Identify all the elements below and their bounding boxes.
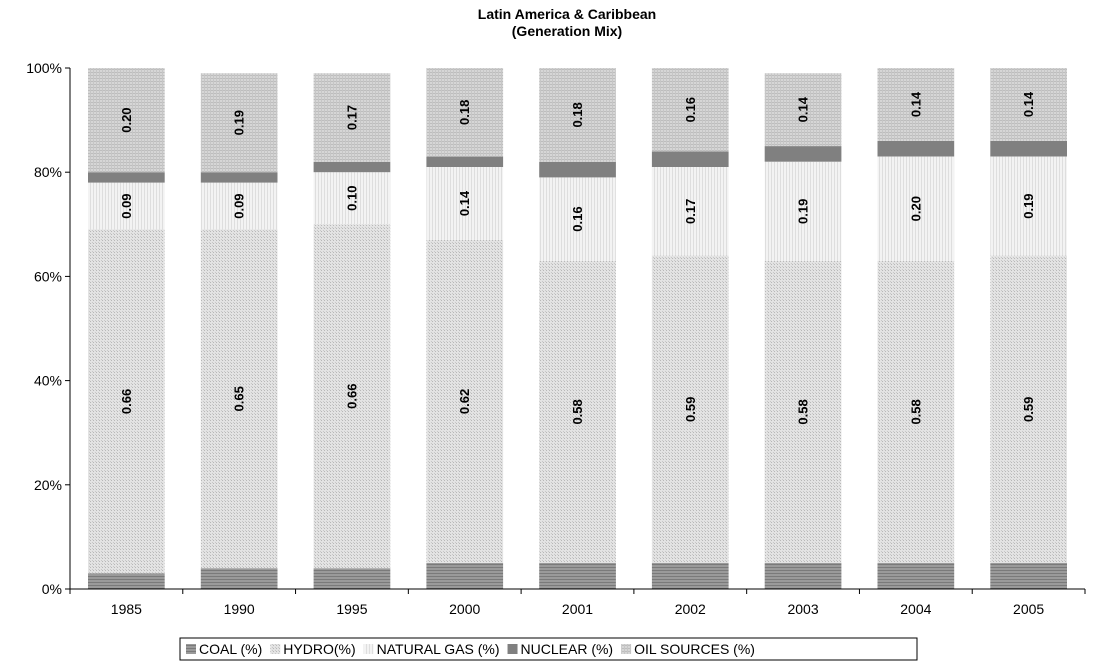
x-tick-label-1990: 1990 xyxy=(224,601,255,617)
bar-coal-2001 xyxy=(539,563,616,589)
data-label-natural-gas-1990: 0.09 xyxy=(232,193,247,218)
x-tick-label-2002: 2002 xyxy=(675,601,706,617)
data-label-oil-sources-2000: 0.18 xyxy=(457,100,472,125)
data-label-hydro-2004: 0.58 xyxy=(908,399,923,424)
x-tick-label-1995: 1995 xyxy=(336,601,367,617)
data-label-oil-sources-1995: 0.17 xyxy=(344,105,359,130)
bar-coal-1985 xyxy=(88,573,165,589)
bar-nuclear-2002 xyxy=(652,151,729,167)
y-tick-label-1: 20% xyxy=(34,477,62,493)
chart-subtitle: (Generation Mix) xyxy=(512,23,622,39)
legend-label-hydro: HYDRO(%) xyxy=(283,641,355,657)
data-label-oil-sources-2003: 0.14 xyxy=(796,96,811,122)
bar-coal-2004 xyxy=(878,563,955,589)
bar-coal-2003 xyxy=(765,563,842,589)
bar-coal-2005 xyxy=(990,563,1067,589)
data-label-oil-sources-1985: 0.20 xyxy=(119,107,134,132)
x-tick-label-2004: 2004 xyxy=(900,601,931,617)
data-label-hydro-2005: 0.59 xyxy=(1021,397,1036,422)
data-label-hydro-1990: 0.65 xyxy=(232,386,247,411)
legend-label-coal: COAL (%) xyxy=(199,641,262,657)
data-label-oil-sources-2004: 0.14 xyxy=(908,91,923,117)
legend-swatch-nuclear xyxy=(508,644,518,654)
bar-nuclear-1995 xyxy=(314,162,391,172)
bar-coal-2000 xyxy=(426,563,503,589)
legend-swatch-coal xyxy=(186,644,196,654)
data-label-natural-gas-2000: 0.14 xyxy=(457,190,472,216)
data-label-hydro-2000: 0.62 xyxy=(457,389,472,414)
bar-coal-1990 xyxy=(201,568,278,589)
bar-nuclear-1985 xyxy=(88,172,165,182)
bar-coal-2002 xyxy=(652,563,729,589)
legend-label-oil-sources: OIL SOURCES (%) xyxy=(634,641,755,657)
legend-swatch-oil-sources xyxy=(621,644,631,654)
bars-group xyxy=(88,68,1067,589)
data-label-oil-sources-2001: 0.18 xyxy=(570,102,585,127)
y-tick-label-4: 80% xyxy=(34,164,62,180)
data-label-natural-gas-2004: 0.20 xyxy=(908,196,923,221)
y-tick-label-2: 40% xyxy=(34,373,62,389)
legend-label-natural-gas: NATURAL GAS (%) xyxy=(377,641,500,657)
data-label-natural-gas-1985: 0.09 xyxy=(119,193,134,218)
legend: COAL (%) HYDRO(%) NATURAL GAS (%) NUCLEAR (… xyxy=(180,638,917,660)
data-label-natural-gas-2001: 0.16 xyxy=(570,206,585,231)
data-label-hydro-2002: 0.59 xyxy=(683,397,698,422)
data-label-hydro-1995: 0.66 xyxy=(344,384,359,409)
bar-nuclear-2001 xyxy=(539,162,616,178)
data-label-oil-sources-2005: 0.14 xyxy=(1021,91,1036,117)
x-tick-label-1985: 1985 xyxy=(111,601,142,617)
data-label-natural-gas-2005: 0.19 xyxy=(1021,193,1036,218)
chart-title: Latin America & Caribbean xyxy=(478,6,656,22)
x-tick-label-2000: 2000 xyxy=(449,601,480,617)
bar-nuclear-1990 xyxy=(201,172,278,182)
data-label-natural-gas-2002: 0.17 xyxy=(683,199,698,224)
data-label-oil-sources-2002: 0.16 xyxy=(683,97,698,122)
bar-nuclear-2003 xyxy=(765,146,842,162)
data-label-hydro-2003: 0.58 xyxy=(796,399,811,424)
legend-swatch-natural-gas xyxy=(364,644,374,654)
data-label-hydro-1985: 0.66 xyxy=(119,389,134,414)
legend-swatch-hydro xyxy=(270,644,280,654)
legend-label-nuclear: NUCLEAR (%) xyxy=(521,641,614,657)
y-tick-label-3: 60% xyxy=(34,268,62,284)
bar-nuclear-2004 xyxy=(878,141,955,157)
data-label-hydro-2001: 0.58 xyxy=(570,399,585,424)
x-axis-ticks: 1985 1990 1995 2000 2001 2002 2003 2004 2005 xyxy=(70,589,1085,617)
bar-nuclear-2005 xyxy=(990,141,1067,157)
x-tick-label-2001: 2001 xyxy=(562,601,593,617)
x-tick-label-2005: 2005 xyxy=(1013,601,1044,617)
y-tick-label-5: 100% xyxy=(26,60,62,76)
data-label-oil-sources-1990: 0.19 xyxy=(232,110,247,135)
data-label-natural-gas-2003: 0.19 xyxy=(796,199,811,224)
y-axis-ticks: 0% 20% 40% 60% 80% 100% xyxy=(26,60,70,597)
y-tick-label-0: 0% xyxy=(42,581,62,597)
bar-nuclear-2000 xyxy=(426,157,503,167)
x-tick-label-2003: 2003 xyxy=(787,601,818,617)
data-label-natural-gas-1995: 0.10 xyxy=(344,186,359,211)
bar-coal-1995 xyxy=(314,568,391,589)
